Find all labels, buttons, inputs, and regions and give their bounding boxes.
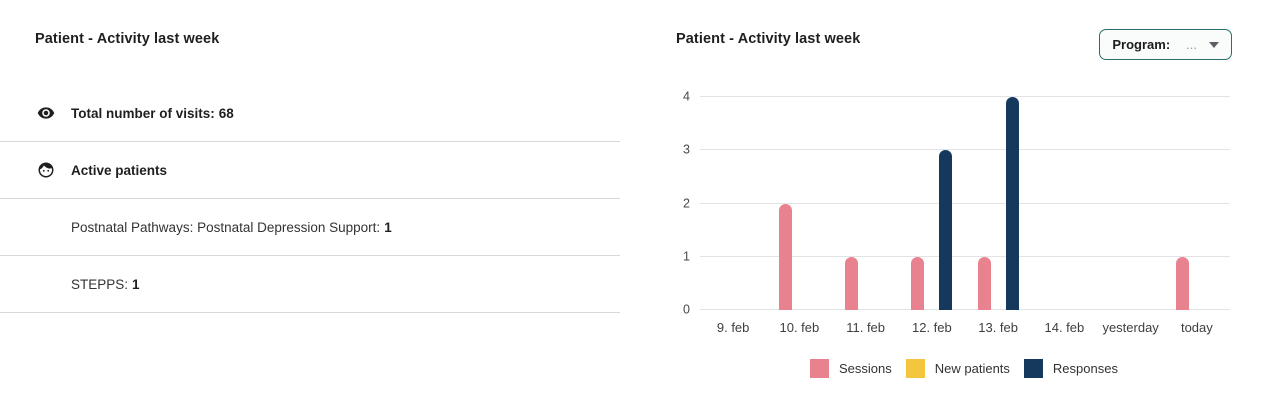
chart-legend: Sessions New patients Responses: [660, 359, 1268, 378]
legend-item-responses: Responses: [1023, 359, 1118, 378]
program-filter-dropdown[interactable]: Program: ...: [1099, 29, 1232, 60]
stat-label: STEPPS:: [71, 276, 129, 292]
stat-list: Total number of visits: 68 Active patien…: [0, 85, 620, 313]
legend-item-sessions: Sessions: [810, 359, 892, 378]
y-axis-tick: 4: [683, 89, 690, 104]
page-title: Patient - Activity last week: [35, 31, 220, 47]
legend-swatch: [810, 359, 830, 378]
y-axis-tick: 1: [683, 249, 690, 264]
stat-row-total-visits: Total number of visits: 68: [0, 85, 620, 142]
stat-label: Active patients: [71, 162, 168, 178]
program-filter-value: ...: [1186, 37, 1197, 52]
bar-sessions-11-feb: [845, 256, 859, 310]
icon-spacer: [37, 218, 55, 236]
stat-value: 68: [218, 105, 234, 121]
x-axis-label: yesterday: [1102, 320, 1159, 335]
stat-label: Postnatal Pathways: Postnatal Depression…: [71, 219, 381, 235]
x-axis-labels: 9. feb 10. feb 11. feb 12. feb 13. feb 14. fe…: [700, 320, 1230, 335]
bar-group-today: [1164, 97, 1230, 310]
bar-sessions-today: [1176, 256, 1190, 310]
x-axis-label: 11. feb: [846, 320, 886, 335]
face-icon: [37, 161, 55, 179]
y-axis-tick: 2: [683, 196, 690, 211]
gridline: 4: [683, 90, 1230, 104]
legend-item-new-patients: New patients: [905, 359, 1010, 378]
gridline: 3: [683, 143, 1230, 157]
x-axis-label: 13. feb: [978, 320, 1018, 335]
stat-row-active-patients: Active patients: [0, 142, 620, 199]
legend-label: New patients: [934, 361, 1010, 376]
gridline: 1: [683, 249, 1230, 263]
eye-icon: [37, 104, 55, 122]
bar-sessions-13-feb: [977, 256, 991, 310]
icon-spacer: [37, 275, 55, 293]
bar-groups: [700, 97, 1230, 310]
bar-group-13-feb: [965, 97, 1031, 310]
x-axis-label: 10. feb: [779, 320, 820, 335]
stat-value: 1: [384, 219, 392, 235]
x-axis-label: 12. feb: [911, 320, 952, 335]
x-axis-label: today: [1180, 320, 1213, 335]
chevron-down-icon: [1209, 41, 1219, 48]
bar-group-11-feb: [833, 97, 899, 310]
stat-row-stepps: STEPPS: 1: [0, 256, 620, 313]
program-filter-label: Program:: [1112, 37, 1171, 52]
legend-label: Sessions: [839, 361, 892, 376]
bar-group-12-feb: [899, 97, 965, 310]
bar-responses-13-feb: [1005, 97, 1019, 310]
stat-row-postnatal-pathways: Postnatal Pathways: Postnatal Depression…: [0, 199, 620, 256]
activity-chart-panel: Patient - Activity last week Program: ..…: [660, 0, 1268, 418]
gridline: 2: [683, 196, 1230, 210]
legend-swatch: [1023, 359, 1043, 378]
activity-summary-panel: Patient - Activity last week Total numbe…: [0, 31, 620, 313]
bar-group-9-feb: [700, 97, 766, 310]
bar-sessions-10-feb: [778, 203, 792, 310]
x-axis-label: 14. feb: [1044, 320, 1085, 335]
legend-swatch: [905, 359, 925, 378]
stat-value: 1: [132, 276, 140, 292]
bar-group-14-feb: [1031, 97, 1097, 310]
legend-label: Responses: [1052, 361, 1118, 376]
bar-sessions-12-feb: [911, 256, 925, 310]
x-axis-label: 9. feb: [716, 320, 750, 335]
chart-plot: 0 1 2 3 4: [683, 90, 1230, 317]
bar-group-10-feb: [766, 97, 832, 310]
bar-responses-12-feb: [939, 150, 953, 310]
bar-group-yesterday: [1098, 97, 1164, 310]
y-axis-tick: 3: [683, 142, 690, 157]
chart-title: Patient - Activity last week: [676, 31, 861, 47]
stat-label: Total number of visits:: [71, 105, 215, 121]
gridline: 0: [683, 303, 1230, 317]
y-axis-tick: 0: [683, 302, 690, 317]
